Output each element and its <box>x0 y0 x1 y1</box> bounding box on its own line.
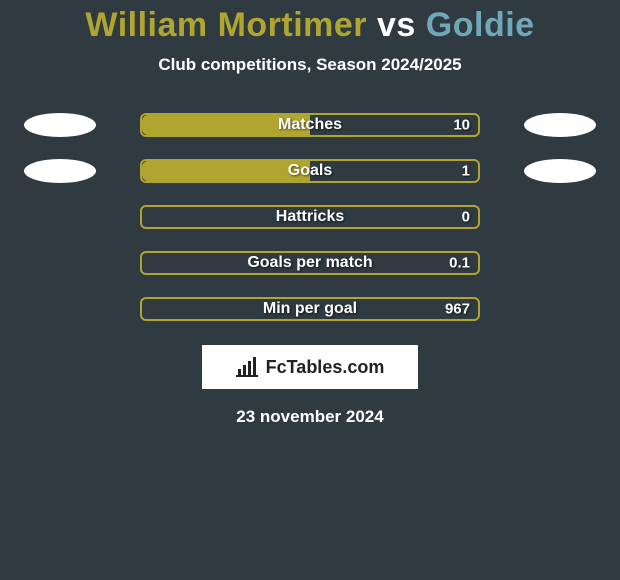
player2-avatar <box>524 113 596 137</box>
stat-bar: Min per goal 967 <box>140 297 480 321</box>
stat-bar: Hattricks 0 <box>140 205 480 229</box>
bar-fill-player1 <box>142 161 310 181</box>
player1-avatar <box>24 159 96 183</box>
stat-bar: Goals 1 <box>140 159 480 183</box>
title-player2: Goldie <box>426 6 535 44</box>
stat-label: Goals per match <box>247 254 372 272</box>
brand-chart-icon <box>236 357 260 377</box>
player1-avatar <box>24 113 96 137</box>
stat-value-player2: 0.1 <box>449 255 470 272</box>
stat-label: Matches <box>278 116 342 134</box>
subtitle: Club competitions, Season 2024/2025 <box>0 55 620 75</box>
title-player1: William Mortimer <box>85 6 367 44</box>
stat-label: Min per goal <box>263 300 357 318</box>
title-vs: vs <box>377 6 416 44</box>
stat-bar: Matches 10 <box>140 113 480 137</box>
stat-value-player2: 0 <box>462 209 470 226</box>
player2-avatar <box>524 159 596 183</box>
stat-row: Goals 1 <box>0 159 620 183</box>
stat-value-player2: 1 <box>462 163 470 180</box>
stats-container: Matches 10 Goals 1 Hattricks 0 Goals per match… <box>0 113 620 321</box>
stat-row: Matches 10 <box>0 113 620 137</box>
page-title: William Mortimer vs Goldie <box>0 0 620 45</box>
stat-value-player2: 967 <box>445 301 470 318</box>
stat-row: Min per goal 967 <box>0 297 620 321</box>
stat-label: Hattricks <box>276 208 344 226</box>
stat-row: Hattricks 0 <box>0 205 620 229</box>
stat-row: Goals per match 0.1 <box>0 251 620 275</box>
comparison-infographic: William Mortimer vs Goldie Club competit… <box>0 0 620 580</box>
brand-badge: FcTables.com <box>202 345 418 389</box>
date: 23 november 2024 <box>0 407 620 427</box>
stat-value-player2: 10 <box>453 117 470 134</box>
brand-text: FcTables.com <box>266 357 385 378</box>
stat-label: Goals <box>288 162 332 180</box>
stat-bar: Goals per match 0.1 <box>140 251 480 275</box>
